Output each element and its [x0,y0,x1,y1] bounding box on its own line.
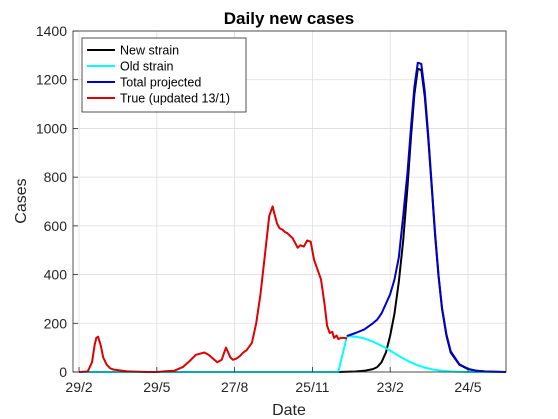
x-tick-label: 25/11 [295,379,329,395]
x-tick-label: 23/2 [377,379,404,395]
y-tick-label: 800 [44,169,68,185]
ticks: 0 200 400 600 800 1000 1200 1400 29/2 29/5 27/8 25/… [36,23,482,395]
legend-entry-label: New strain [120,44,179,58]
axes-box [72,30,507,373]
y-tick-label: 200 [44,315,68,331]
y-tick-label: 400 [44,267,68,283]
y-axis-label: Cases [13,178,30,223]
y-tick-label: 1200 [36,72,67,88]
y-tick-label: 0 [59,364,67,380]
series-line-3 [346,61,507,373]
y-tick-label: 1400 [36,23,67,39]
chart-title: Daily new cases [224,9,354,28]
x-tick-label: 27/8 [221,379,248,395]
x-tick-label: 29/2 [65,379,92,395]
series-layer [78,61,507,373]
x-axis-label: Date [272,402,306,419]
y-tick-label: 600 [44,218,68,234]
x-tick-label: 29/5 [143,379,170,395]
legend-entry-label: True (updated 13/1) [120,92,230,106]
series-line-4 [78,205,348,373]
legend-entry-label: Total projected [120,76,201,90]
x-tick-label: 24/5 [454,379,481,395]
series-line-2 [79,335,506,373]
legend-entry-label: Old strain [120,60,174,74]
legend: New strain Old strain Total projected True … [81,37,247,113]
y-tick-label: 1000 [36,120,67,136]
